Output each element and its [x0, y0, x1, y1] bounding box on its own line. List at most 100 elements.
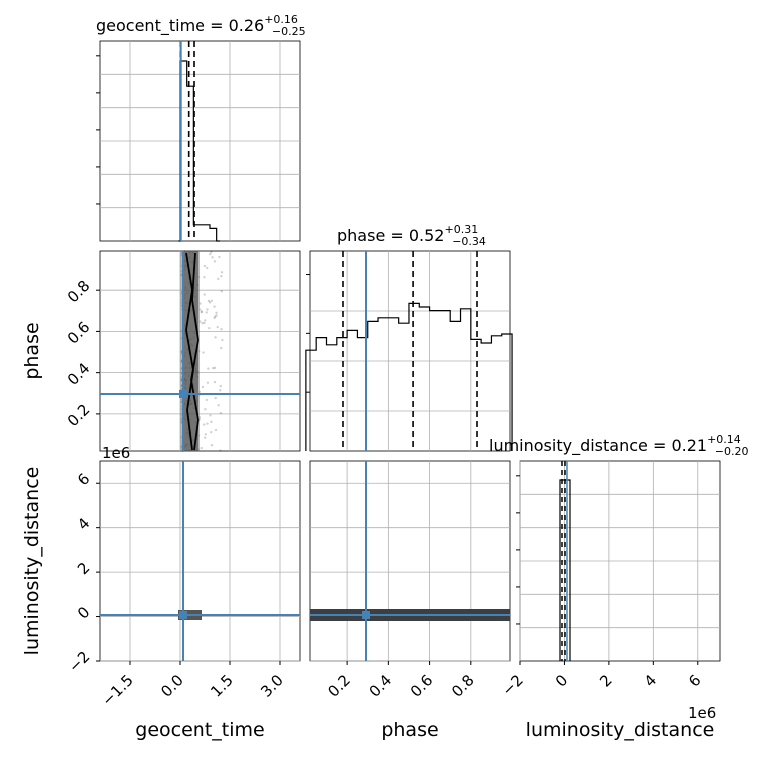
x-tick-label: 0 [552, 671, 571, 690]
sample-point [210, 444, 214, 447]
sample-point [217, 404, 220, 407]
sample-point [210, 299, 214, 302]
xlabel-phase: phase [381, 719, 438, 741]
sample-point [204, 408, 207, 411]
sample-point [214, 336, 217, 339]
sample-point [219, 411, 223, 415]
sample-point [202, 351, 205, 354]
ylabel-distance: luminosity_distance [21, 467, 43, 656]
title-distance-main: luminosity_distance = 0.21 [489, 436, 707, 456]
sample-point [200, 446, 203, 450]
sample-point [215, 314, 218, 317]
panel-distance-hist: −2 0 2 4 6 luminosity_distance = 0.21+0.14 −0… [489, 433, 749, 722]
truth-marker [362, 611, 370, 619]
y-tick-label: 6 [74, 470, 93, 489]
y-tick-label: 0.2 [64, 400, 94, 430]
title-geocent-time: geocent_time = 0.26+0.16 −0.25 [96, 13, 306, 38]
panel-frame [309, 250, 511, 452]
y-tick-label: 0.6 [64, 318, 94, 348]
panel-phase-vs-geocent-time: 0.2 0.4 0.6 0.8 [64, 250, 301, 453]
sample-point [219, 389, 222, 392]
sample-point [206, 422, 209, 425]
sample-point [215, 311, 218, 315]
truth-marker [179, 390, 187, 398]
title-phase-sup: +0.31 [444, 223, 478, 236]
title-geocent-time-sub: −0.25 [272, 25, 306, 38]
sample-point [204, 433, 207, 436]
sample-point [206, 381, 210, 384]
hist-phase [305, 302, 513, 451]
y-tick-label: 2 [74, 559, 93, 578]
title-distance-sup: +0.14 [707, 433, 741, 446]
sample-point [213, 260, 217, 263]
sample-point [203, 264, 207, 268]
panel-frame [99, 460, 301, 662]
sample-point [213, 380, 217, 384]
y-tick-label: 0.8 [64, 277, 94, 307]
x-tick-label: 0.6 [407, 671, 437, 701]
sample-point [208, 301, 212, 304]
sample-point [203, 276, 206, 279]
sample-point [207, 367, 210, 370]
sample-point [209, 252, 212, 256]
title-phase-sub: −0.34 [452, 235, 486, 248]
y-tick-label: −2 [65, 648, 93, 676]
panel-frame [309, 460, 511, 662]
x-tick-label: 0.2 [324, 671, 354, 701]
sample-point [210, 250, 213, 254]
x-tick-label: 1.5 [207, 671, 237, 701]
x-tick-label: 2 [596, 671, 615, 690]
sample-point [210, 431, 213, 434]
ylabel-phase: phase [21, 322, 43, 379]
sample-point [205, 311, 208, 314]
x-tick-label: 0.4 [366, 671, 396, 701]
x-tick-label: −2 [498, 671, 526, 699]
offset-text-distance-y: 1e6 [102, 444, 130, 462]
y-tick-label: 0 [74, 603, 93, 622]
title-geocent-time-main: geocent_time = 0.26 [96, 16, 264, 36]
x-tick-label: 0.8 [448, 671, 478, 701]
y-tick-label: 0.4 [64, 359, 94, 389]
sample-point [216, 325, 219, 329]
x-tick-label: 6 [685, 671, 704, 690]
sample-point [214, 396, 217, 400]
sample-point [205, 398, 209, 402]
sample-point [206, 308, 209, 311]
title-distance: luminosity_distance = 0.21+0.14 −0.20 [489, 433, 749, 458]
sample-point [219, 449, 222, 452]
x-tick-label: 0.0 [157, 671, 187, 701]
sample-point [203, 293, 206, 296]
density-contour [185, 252, 199, 451]
sample-point [211, 256, 214, 259]
title-distance-sub: −0.20 [715, 445, 749, 458]
offset-text-distance-x: 1e6 [688, 704, 716, 722]
sample-point [220, 346, 223, 350]
sample-point [201, 321, 204, 325]
panel-geocent-time-hist: geocent_time = 0.26+0.16 −0.25 [96, 13, 306, 242]
sample-point [206, 266, 209, 270]
x-tick-label: −1.5 [98, 671, 136, 709]
sample-point [221, 338, 224, 342]
sample-point [210, 420, 213, 424]
sample-point [220, 274, 223, 278]
sample-point [217, 277, 220, 281]
sample-point [220, 327, 223, 331]
xlabel-distance: luminosity_distance [526, 719, 715, 741]
title-geocent-time-sup: +0.16 [264, 13, 298, 26]
panel-distance-vs-geocent-time: −2 0 2 4 6 1e6 [65, 444, 301, 676]
sample-point [220, 290, 224, 293]
truth-marker [179, 611, 187, 619]
sample-point [209, 414, 212, 417]
sample-point [203, 423, 206, 426]
sample-point [219, 384, 223, 388]
sample-point [220, 271, 224, 274]
sample-point [214, 428, 218, 432]
sample-point [200, 310, 204, 313]
title-phase-main: phase = 0.52 [337, 226, 444, 245]
title-phase: phase = 0.52+0.31 −0.34 [337, 223, 486, 248]
sample-point [200, 311, 204, 314]
panel-phase-hist: phase = 0.52+0.31 −0.34 [305, 223, 513, 452]
sample-point [204, 319, 207, 322]
sample-point [212, 366, 215, 370]
